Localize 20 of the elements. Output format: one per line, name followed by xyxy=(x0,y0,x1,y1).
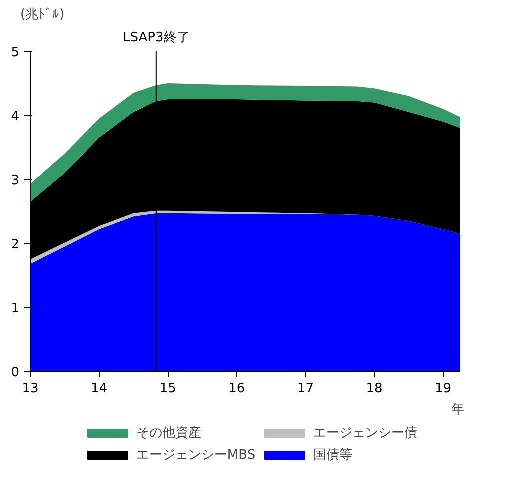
x-axis-title: 年 xyxy=(452,402,464,418)
y-axis-title: (兆ﾄﾞﾙ) xyxy=(20,8,65,22)
x-tick-label: 14 xyxy=(91,382,108,396)
y-tick-label: 3 xyxy=(11,174,20,188)
legend-label: エージェンシー債 xyxy=(314,425,418,442)
x-tick-label: 15 xyxy=(160,382,176,396)
x-tick-label: 16 xyxy=(228,382,246,396)
x-tick-label: 17 xyxy=(297,382,314,396)
legend-label: その他資産 xyxy=(136,425,202,442)
y-tick-label: 2 xyxy=(11,238,20,252)
legend-label: 国債等 xyxy=(314,447,353,464)
x-tick-label: 18 xyxy=(366,382,383,396)
y-tick-label: 5 xyxy=(11,46,20,60)
y-tick-label: 1 xyxy=(11,302,20,316)
ref-line-label: LSAP3終了 xyxy=(123,30,190,46)
legend-label: エージェンシーMBS xyxy=(136,447,256,464)
x-tick-label: 13 xyxy=(22,382,39,396)
y-tick-label: 4 xyxy=(11,110,20,124)
x-tick-label: 19 xyxy=(435,382,452,396)
y-tick-label: 0 xyxy=(11,366,20,380)
